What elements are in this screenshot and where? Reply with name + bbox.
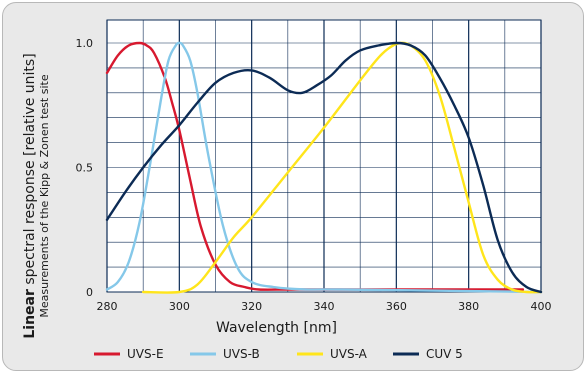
legend-label-uvs-b: UVS-B: [223, 347, 260, 361]
y-axis-label-rest: spectral response [relative units]: [22, 53, 38, 289]
x-tick-label: 360: [386, 300, 407, 313]
legend: UVS-E UVS-B UVS-A CUV 5: [94, 347, 463, 361]
y-axis-label: Linear spectral response [relative units…: [22, 53, 38, 338]
x-tick-label: 340: [314, 300, 335, 313]
x-tick-labels: 280 300 320 340 360 380 400: [97, 300, 552, 313]
y-axis-label-bold: Linear: [22, 289, 38, 339]
x-tick-label: 400: [531, 300, 552, 313]
x-tick-label: 380: [458, 300, 479, 313]
legend-label-uvs-e: UVS-E: [127, 347, 164, 361]
x-tick-label: 320: [241, 300, 262, 313]
series-line-uvs-b: [105, 41, 543, 294]
major-gridlines: [106, 20, 542, 292]
series-layer: [105, 41, 543, 294]
y-axis-sublabel: Measurements of the Kipp & Zonen test si…: [38, 74, 51, 317]
series-line-uvs-a: [141, 41, 543, 294]
y-tick-labels: 0 0.5 1.0: [76, 37, 94, 299]
y-tick-label: 0: [86, 286, 93, 299]
legend-label-uvs-a: UVS-A: [330, 347, 368, 361]
y-tick-label: 0.5: [76, 162, 94, 175]
legend-label-cuv-5: CUV 5: [426, 347, 463, 361]
x-tick-label: 300: [169, 300, 190, 313]
y-tick-label: 1.0: [76, 37, 94, 50]
x-axis-label: Wavelength [nm]: [216, 320, 337, 336]
series-line-cuv-5: [105, 41, 543, 294]
x-tick-label: 280: [97, 300, 118, 313]
